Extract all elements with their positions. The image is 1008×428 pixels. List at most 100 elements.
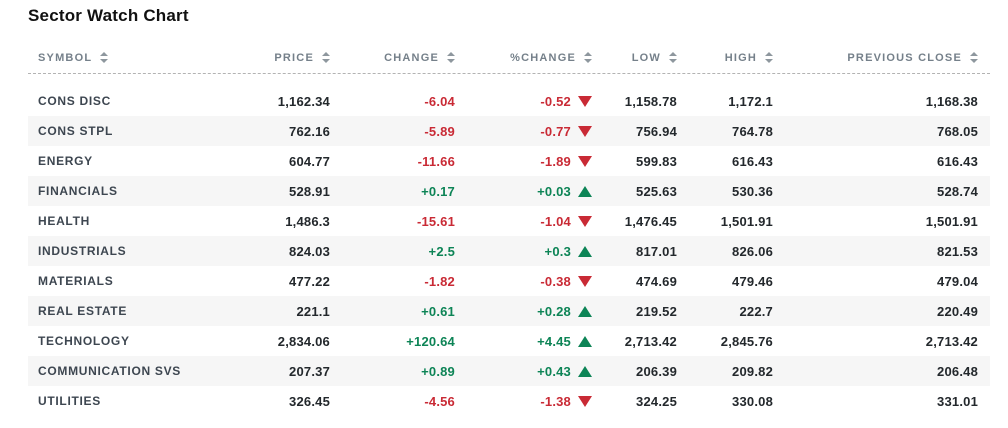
low-cell: 474.69 bbox=[636, 273, 677, 289]
price-cell: 2,834.06 bbox=[277, 333, 330, 349]
triangle-down-icon bbox=[578, 95, 592, 107]
change-cell: -5.89 bbox=[424, 123, 455, 139]
column-header-label: HIGH bbox=[724, 51, 757, 64]
price-cell: 477.22 bbox=[289, 273, 330, 289]
pct-change-value: -1.89 bbox=[540, 153, 571, 169]
price-cell: 221.1 bbox=[296, 303, 330, 319]
column-header-label: SYMBOL bbox=[38, 51, 93, 64]
column-header-change[interactable]: CHANGE bbox=[330, 52, 455, 64]
sort-arrows-icon bbox=[322, 52, 330, 63]
sort-arrows-icon bbox=[669, 52, 677, 63]
change-cell: -4.56 bbox=[424, 393, 455, 409]
table-row: ENERGY 604.77 -11.66 -1.89 599.83 616.43 616.4… bbox=[28, 146, 990, 176]
low-cell: 2,713.42 bbox=[624, 333, 677, 349]
pct-change-cell: -0.77 bbox=[455, 124, 592, 139]
low-cell: 599.83 bbox=[636, 153, 677, 169]
pct-change-cell: -0.38 bbox=[455, 274, 592, 289]
prev-close-cell: 1,501.91 bbox=[925, 213, 978, 229]
pct-change-value: -0.52 bbox=[540, 93, 571, 109]
high-cell: 616.43 bbox=[732, 153, 773, 169]
table-row: REAL ESTATE 221.1 +0.61 +0.28 219.52 222.7 220… bbox=[28, 296, 990, 326]
low-cell: 1,476.45 bbox=[624, 213, 677, 229]
symbol-cell: COMMUNICATION SVS bbox=[38, 364, 182, 378]
symbol-cell: MATERIALS bbox=[38, 274, 114, 288]
price-cell: 528.91 bbox=[289, 183, 330, 199]
symbol-cell: TECHNOLOGY bbox=[38, 334, 130, 348]
column-header-price[interactable]: PRICE bbox=[220, 52, 330, 64]
change-cell: +2.5 bbox=[428, 243, 455, 259]
prev-close-cell: 1,168.38 bbox=[925, 93, 978, 109]
triangle-down-icon bbox=[578, 155, 592, 167]
prev-close-cell: 821.53 bbox=[937, 243, 978, 259]
sort-arrows-icon bbox=[584, 52, 592, 63]
price-cell: 1,486.3 bbox=[285, 213, 330, 229]
sector-watch-widget: Sector Watch Chart SYMBOL PRICE CHANGE %CHA… bbox=[28, 6, 990, 416]
pct-change-value: +4.45 bbox=[537, 333, 571, 349]
pct-change-value: -1.04 bbox=[540, 213, 571, 229]
column-header-prev_close[interactable]: PREVIOUS CLOSE bbox=[773, 52, 978, 64]
high-cell: 826.06 bbox=[732, 243, 773, 259]
pct-change-cell: +0.3 bbox=[455, 244, 592, 259]
low-cell: 817.01 bbox=[636, 243, 677, 259]
prev-close-cell: 331.01 bbox=[937, 393, 978, 409]
column-header-label: PREVIOUS CLOSE bbox=[847, 51, 962, 64]
symbol-cell: UTILITIES bbox=[38, 394, 101, 408]
price-cell: 762.16 bbox=[289, 123, 330, 139]
price-cell: 824.03 bbox=[289, 243, 330, 259]
table-row: FINANCIALS 528.91 +0.17 +0.03 525.63 530.36 52… bbox=[28, 176, 990, 206]
triangle-up-icon bbox=[578, 185, 592, 197]
low-cell: 525.63 bbox=[636, 183, 677, 199]
column-header-low[interactable]: LOW bbox=[592, 52, 677, 64]
table-row: MATERIALS 477.22 -1.82 -0.38 474.69 479.46 479… bbox=[28, 266, 990, 296]
prev-close-cell: 206.48 bbox=[937, 363, 978, 379]
pct-change-value: +0.03 bbox=[537, 183, 571, 199]
sector-watch-table: SYMBOL PRICE CHANGE %CHANGE LOW HIGH PREVIOUS … bbox=[28, 46, 990, 416]
pct-change-cell: +4.45 bbox=[455, 334, 592, 349]
triangle-down-icon bbox=[578, 125, 592, 137]
column-header-symbol[interactable]: SYMBOL bbox=[28, 52, 220, 64]
high-cell: 1,172.1 bbox=[728, 93, 773, 109]
change-cell: -6.04 bbox=[424, 93, 455, 109]
triangle-down-icon bbox=[578, 395, 592, 407]
prev-close-cell: 479.04 bbox=[937, 273, 978, 289]
triangle-up-icon bbox=[578, 245, 592, 257]
high-cell: 479.46 bbox=[732, 273, 773, 289]
pct-change-value: -1.38 bbox=[540, 393, 571, 409]
table-row: TECHNOLOGY 2,834.06 +120.64 +4.45 2,713.42 2,… bbox=[28, 326, 990, 356]
table-row: COMMUNICATION SVS 207.37 +0.89 +0.43 206.39 2… bbox=[28, 356, 990, 386]
change-cell: +0.17 bbox=[421, 183, 455, 199]
high-cell: 1,501.91 bbox=[720, 213, 773, 229]
change-cell: -11.66 bbox=[417, 153, 455, 169]
pct-change-value: -0.77 bbox=[540, 123, 571, 139]
sort-arrows-icon bbox=[100, 52, 109, 63]
column-header-pct_change[interactable]: %CHANGE bbox=[455, 52, 592, 64]
symbol-cell: HEALTH bbox=[38, 214, 90, 228]
column-header-label: CHANGE bbox=[384, 51, 439, 64]
change-cell: -15.61 bbox=[416, 213, 455, 229]
change-cell: +120.64 bbox=[406, 333, 455, 349]
high-cell: 764.78 bbox=[732, 123, 773, 139]
prev-close-cell: 616.43 bbox=[937, 153, 978, 169]
high-cell: 2,845.76 bbox=[720, 333, 773, 349]
symbol-cell: REAL ESTATE bbox=[38, 304, 128, 318]
page-title: Sector Watch Chart bbox=[28, 6, 189, 25]
table-row: CONS DISC 1,162.34 -6.04 -0.52 1,158.78 1,172… bbox=[28, 86, 990, 116]
price-cell: 1,162.34 bbox=[277, 93, 330, 109]
high-cell: 530.36 bbox=[732, 183, 773, 199]
triangle-up-icon bbox=[578, 365, 592, 377]
triangle-down-icon bbox=[578, 215, 592, 227]
prev-close-cell: 768.05 bbox=[937, 123, 978, 139]
symbol-cell: CONS DISC bbox=[38, 94, 111, 108]
high-cell: 209.82 bbox=[732, 363, 773, 379]
symbol-cell: CONS STPL bbox=[38, 124, 113, 138]
column-header-high[interactable]: HIGH bbox=[677, 52, 773, 64]
table-body: CONS DISC 1,162.34 -6.04 -0.52 1,158.78 1,172… bbox=[28, 86, 990, 416]
pct-change-cell: +0.28 bbox=[455, 304, 592, 319]
pct-change-value: +0.3 bbox=[544, 243, 571, 259]
high-cell: 222.7 bbox=[739, 303, 773, 319]
change-cell: +0.89 bbox=[421, 363, 455, 379]
low-cell: 206.39 bbox=[636, 363, 677, 379]
table-row: UTILITIES 326.45 -4.56 -1.38 324.25 330.08 331… bbox=[28, 386, 990, 416]
price-cell: 326.45 bbox=[289, 393, 330, 409]
pct-change-cell: -1.38 bbox=[455, 394, 592, 409]
